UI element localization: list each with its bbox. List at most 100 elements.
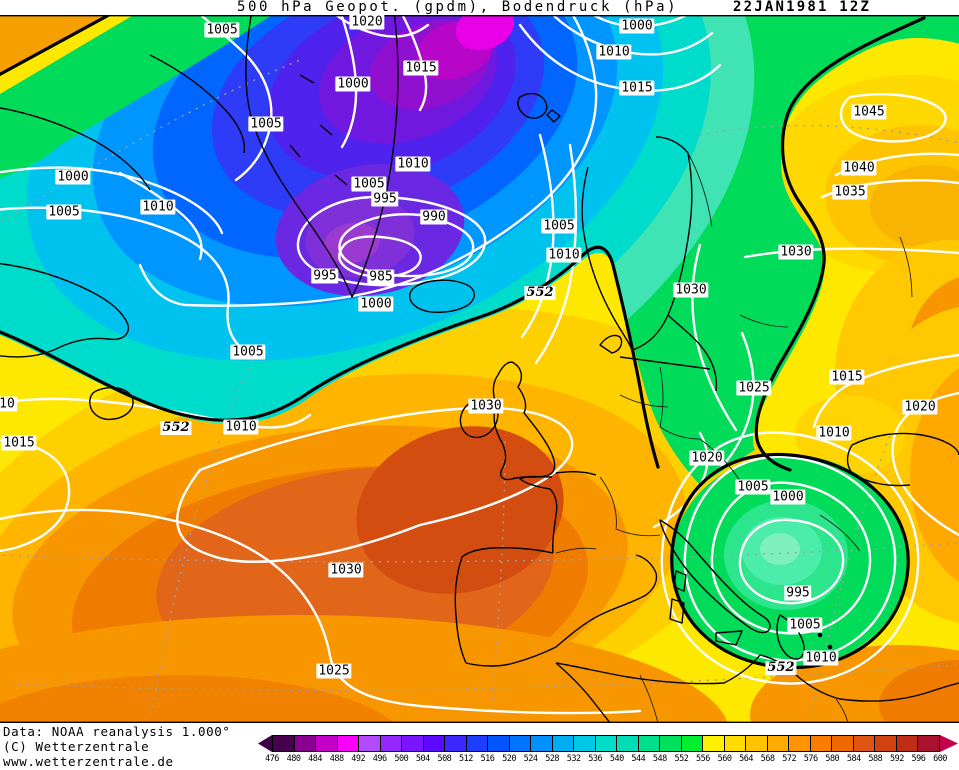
colorbar-tick-label: 516 (480, 754, 495, 764)
colorbar-tick-label: 580 (825, 754, 840, 764)
isobar-label: 995 (311, 268, 339, 284)
colorbar-segment (810, 736, 833, 751)
weather-map (0, 15, 959, 723)
colorbar-segment (681, 736, 704, 751)
colorbar-tick-label: 496 (372, 754, 387, 764)
isobar-label: 1000 (619, 18, 655, 34)
graticule (0, 59, 959, 723)
colorbar-segment (746, 736, 768, 751)
isobar-label: 1015 (1, 435, 37, 451)
right-arrow-shape (940, 735, 958, 752)
isobar-label: 1025 (316, 663, 352, 679)
colorbar-tick-label: 532 (566, 754, 581, 764)
colorbar-tick-label: 488 (329, 754, 344, 764)
colorbar-segment (638, 736, 661, 751)
height-contour-552 (0, 15, 926, 670)
isobar-label: 1030 (778, 244, 814, 260)
colorbar-tick-label: 600 (933, 754, 947, 764)
height-contour-label: 552 (765, 660, 797, 675)
map-title: 500 hPa Geopot. (gpdm), Bodendruck (hPa) (237, 0, 679, 15)
colorbar-tick-label: 512 (458, 754, 473, 764)
isobar-label: 1040 (841, 160, 877, 176)
colorbar-tick-label: 576 (803, 754, 818, 764)
colorbar-tick-label: 564 (739, 754, 753, 764)
colorbar-segment (337, 736, 360, 751)
colorbar-segment (617, 736, 639, 751)
isobar-label: 1015 (829, 369, 865, 385)
colorbar-segment (660, 736, 682, 751)
isobar-label: 1020 (349, 14, 385, 30)
colorbar-tick-label: 484 (308, 754, 323, 764)
isobar-label: 1005 (248, 116, 284, 132)
height-contour-label: 552 (160, 420, 192, 435)
left-arrow-shape (258, 735, 272, 752)
colorbar-segments (272, 735, 940, 752)
isobar-label: 1000 (55, 169, 91, 185)
colorbar-segment (359, 736, 381, 751)
colorbar-segment (767, 736, 790, 751)
colorbar-tick-label: 596 (911, 754, 926, 764)
colorbar-left-arrow-icon (258, 735, 272, 752)
colorbar-tick-label: 500 (394, 754, 409, 764)
colorbar-tick-label: 548 (652, 754, 667, 764)
title-bar: 500 hPa Geopot. (gpdm), Bodendruck (hPa)… (0, 0, 959, 15)
colorbar-right-arrow-icon (940, 735, 958, 752)
isobar-label: 1005 (735, 479, 771, 495)
colorbar-segment (294, 736, 317, 751)
colorbar-tick-label: 568 (760, 754, 775, 764)
colorbar-segment (703, 736, 725, 751)
isobar-label: 1010 (816, 425, 852, 441)
colorbar-tick-label: 584 (846, 754, 861, 764)
colorbar-tick-label: 508 (437, 754, 452, 764)
isobar-label: 1000 (335, 76, 371, 92)
colorbar-segment (918, 736, 939, 751)
isobar-label-layer: 1005 1020 1000 1015 1000 1010 1015 1005 1000 1010… (0, 14, 938, 679)
isobar-label: 1030 (328, 562, 364, 578)
colorbar-tick-label: 540 (609, 754, 624, 764)
country-borders (555, 152, 913, 723)
isobar-label: 1000 (358, 296, 394, 312)
isobar-label: 995 (371, 191, 399, 207)
map-canvas (0, 15, 959, 723)
colorbar-tick-label: 524 (523, 754, 538, 764)
isobar-label: 985 (367, 269, 395, 285)
isobar-label: 1005 (351, 176, 387, 192)
colorbar-tick-label: 504 (415, 754, 430, 764)
isobar-label: 1010 (596, 44, 632, 60)
isobar-label: 10 (0, 396, 17, 412)
isobar-label: 1005 (230, 344, 266, 360)
colorbar-tick-label: 528 (545, 754, 560, 764)
credit-line-url: www.wetterzentrale.de (3, 754, 174, 769)
isobar-label: 990 (420, 209, 448, 225)
colorbar-segment (574, 736, 596, 751)
colorbar-segment (724, 736, 747, 751)
colorbar-tick-label: 572 (782, 754, 797, 764)
isobar-label: 1015 (403, 60, 439, 76)
colorbar-segment (316, 736, 338, 751)
footer: Data: NOAA reanalysis 1.000° (C) Wetterz… (0, 723, 959, 770)
colorbar-segment (853, 736, 876, 751)
colorbar-tick-label: 476 (265, 754, 279, 764)
colorbar-segment (595, 736, 618, 751)
credit-line-data: Data: NOAA reanalysis 1.000° (3, 724, 231, 739)
isobar-label: 1005 (46, 204, 82, 220)
colorbar-segment (445, 736, 467, 751)
isobar-label: 1015 (619, 80, 655, 96)
colorbar-segment (509, 736, 532, 751)
map-datetime: 22JAN1981 12Z (733, 0, 872, 15)
colorbar-segment (832, 736, 854, 751)
colorbar-segment (380, 736, 403, 751)
isobar-label: 1010 (546, 247, 582, 263)
colorbar: 476 480 484 488 492 496 500 504 508 512 516 520 524 5… (258, 735, 958, 769)
colorbar-tick-label: 492 (351, 754, 366, 764)
colorbar-ticks: 476 480 484 488 492 496 500 504 508 512 516 520 524 5… (265, 754, 947, 766)
isobar-label: 1025 (736, 380, 772, 396)
colorbar-tick-label: 560 (717, 754, 732, 764)
colorbar-tick-label: 588 (868, 754, 883, 764)
colorbar-tick-label: 592 (889, 754, 904, 764)
isobar-label: 1030 (468, 398, 504, 414)
isobar-label: 1020 (902, 399, 938, 415)
isobar-label: 1010 (140, 199, 176, 215)
isobar-label: 995 (784, 585, 812, 601)
